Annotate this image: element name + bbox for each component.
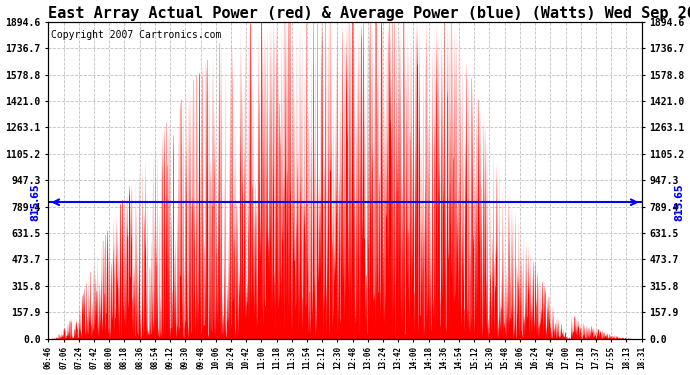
Text: Copyright 2007 Cartronics.com: Copyright 2007 Cartronics.com xyxy=(52,30,221,40)
Text: 815.65: 815.65 xyxy=(674,183,684,221)
Text: East Array Actual Power (red) & Average Power (blue) (Watts) Wed Sep 26 18:43: East Array Actual Power (red) & Average … xyxy=(48,6,690,21)
Text: 815.65: 815.65 xyxy=(31,183,41,221)
